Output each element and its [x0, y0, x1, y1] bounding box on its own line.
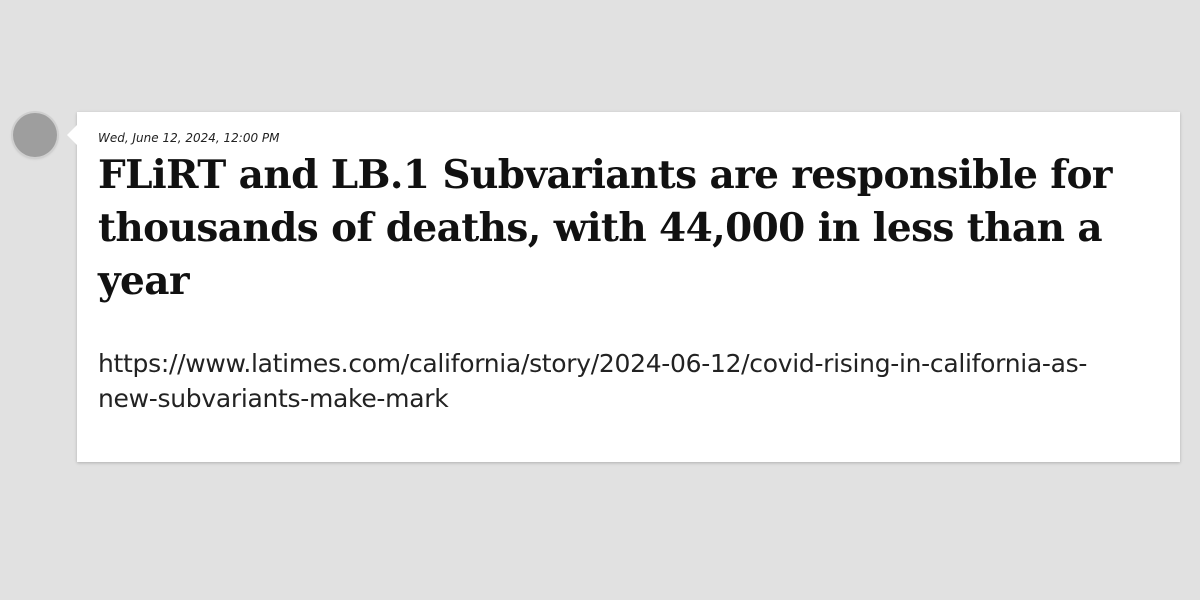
post-card: Wed, June 12, 2024, 12:00 PM FLiRT and L… [67, 112, 1180, 462]
post-timestamp: Wed, June 12, 2024, 12:00 PM [98, 131, 280, 145]
post-headline: FLiRT and LB.1 Subvariants are responsib… [98, 152, 1112, 304]
article-link[interactable]: https://www.latimes.com/california/story… [98, 349, 1088, 413]
avatar[interactable] [13, 113, 57, 157]
speech-bubble-tail [67, 125, 77, 145]
